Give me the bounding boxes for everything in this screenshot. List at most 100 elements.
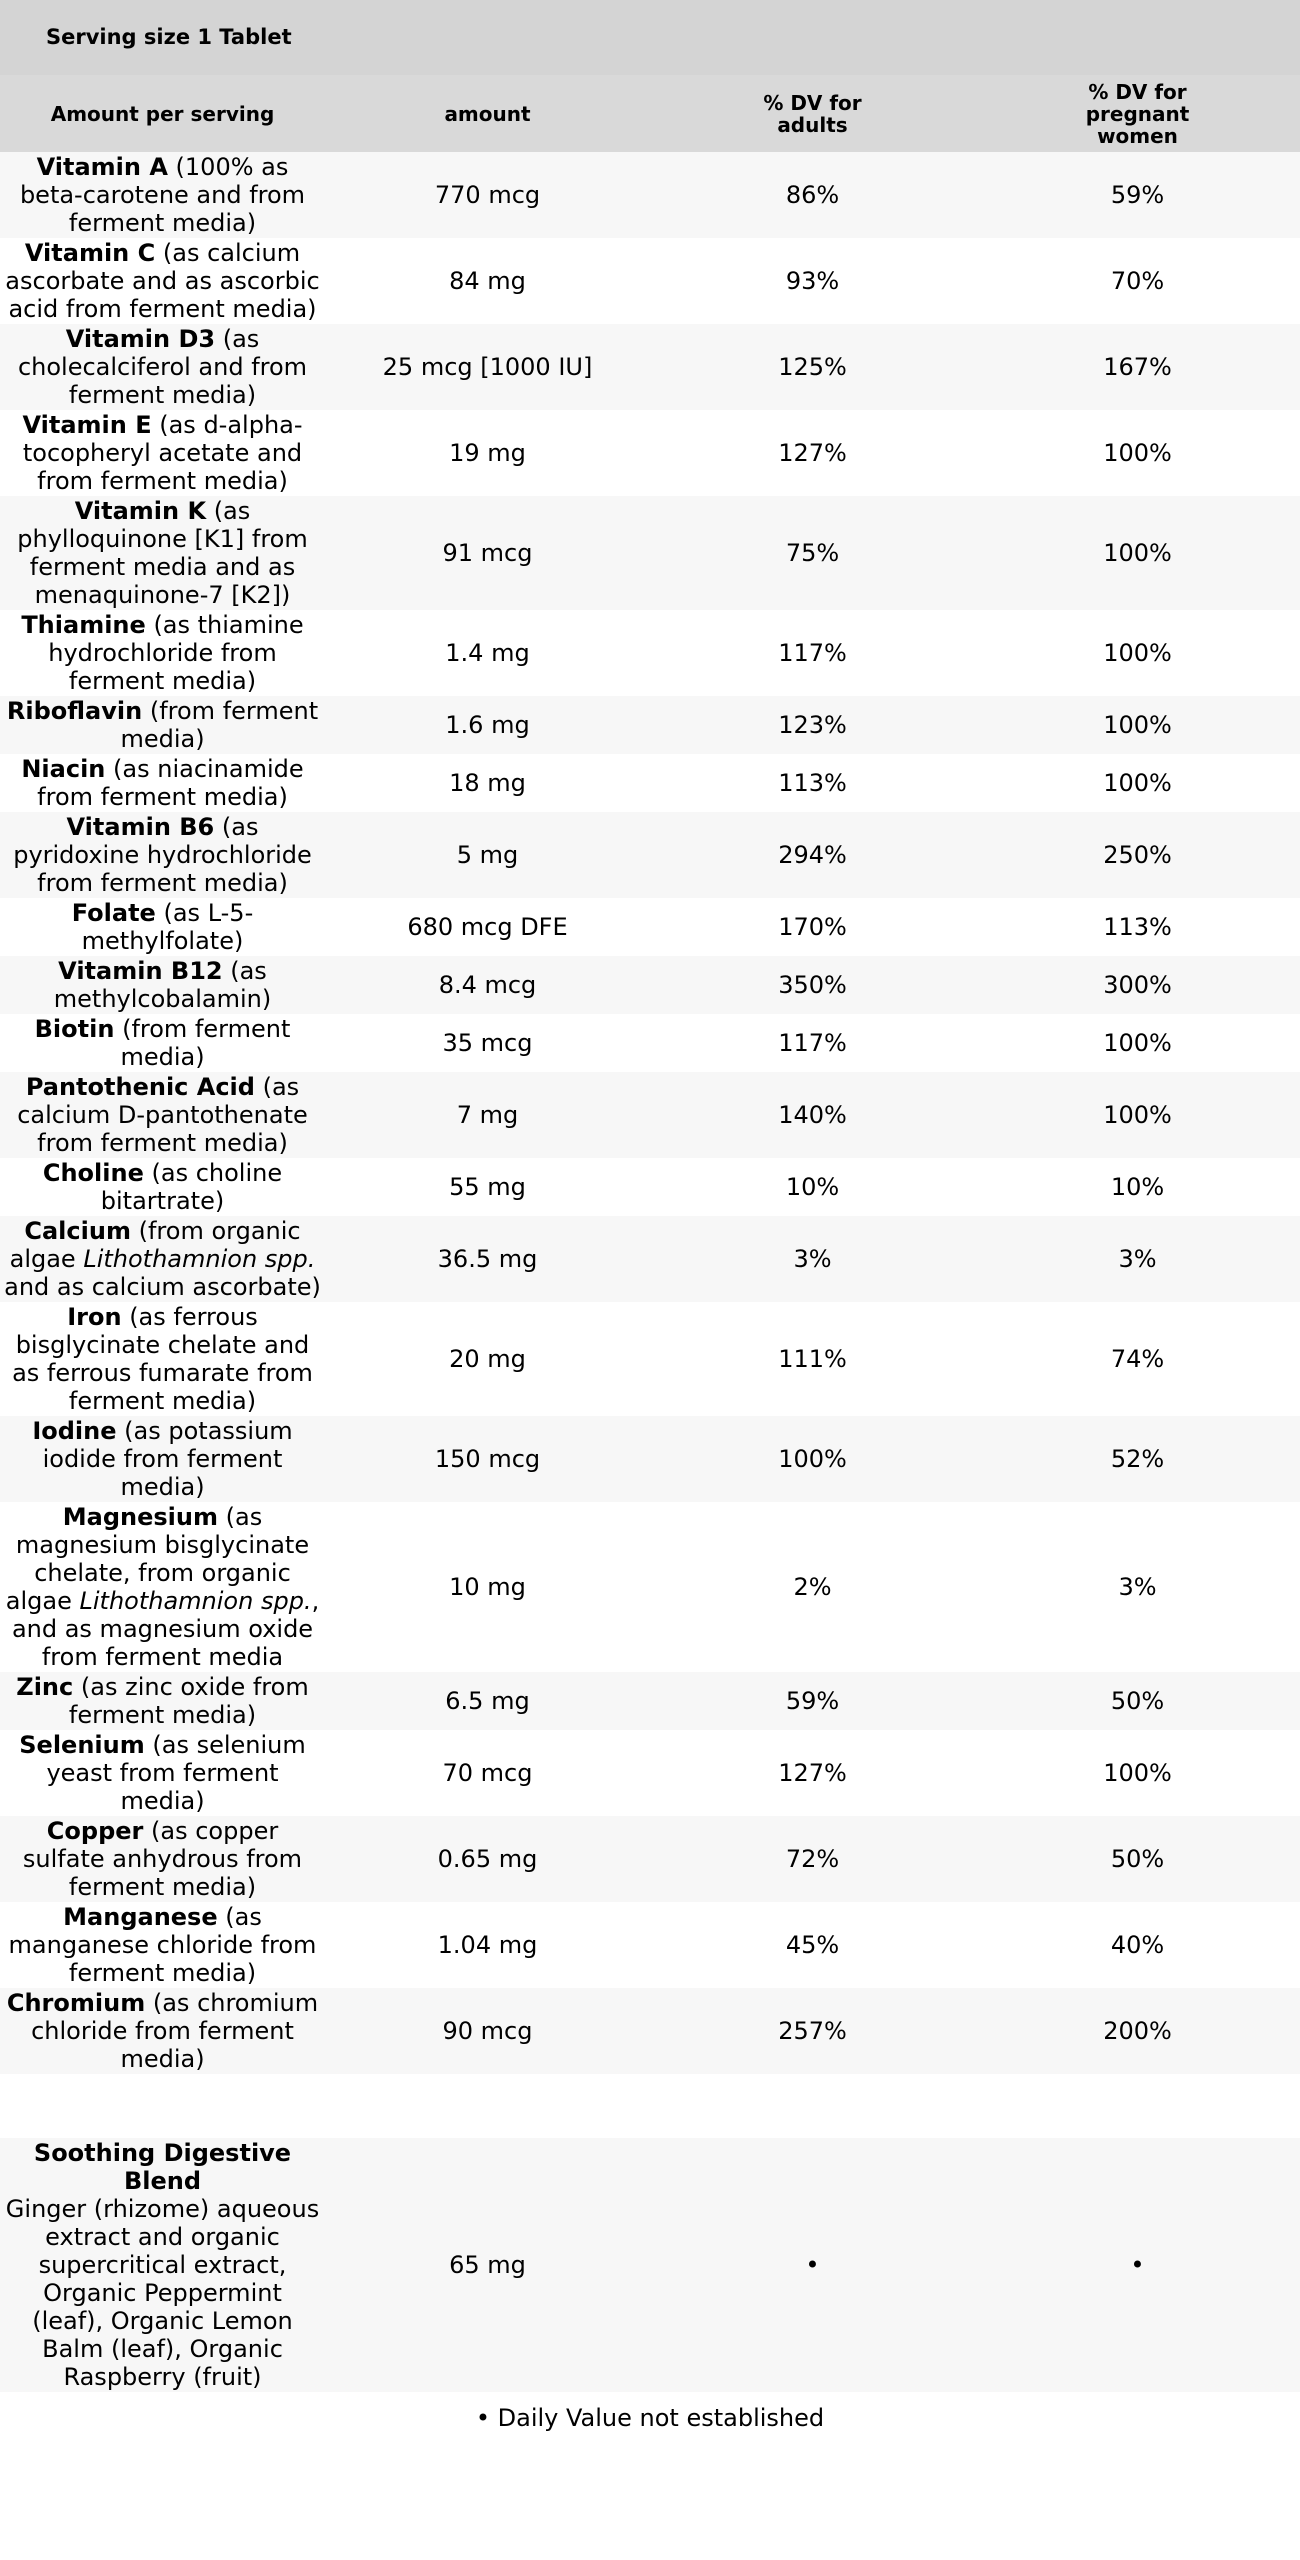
nutrient-description: (as phylloquinone [K1] from ferment medi… [17,497,308,609]
nutrient-cell: Vitamin A (100% as beta-carotene and fro… [0,152,325,238]
nutrient-cell: Zinc (as zinc oxide from ferment media) [0,1672,325,1730]
nutrient-description: Lithothamnion spp. [79,1587,312,1615]
nutrient-description: (as ferrous bisglycinate chelate and as … [12,1303,313,1415]
amount: 7 mg [325,1072,650,1158]
nutrient-row: Vitamin K (as phylloquinone [K1] from fe… [0,496,1300,610]
nutrient-cell: Folate (as L-5-methylfolate) [0,898,325,956]
dv-pregnant: 70% [1110,267,1165,295]
nutrient-name: Zinc [16,1673,74,1701]
dv-adults: 117% [778,639,847,667]
dv-pregnant: 100% [975,496,1300,610]
spacer-row [0,2074,1300,2138]
dv-adults: 10% [785,1173,840,1201]
dv-pregnant: 100% [1103,769,1172,797]
nutrient-description: (100% as beta-carotene and from ferment … [19,153,306,237]
nutrient-row: Pantothenic Acid (as calcium D-pantothen… [0,1072,1300,1158]
nutrient-description: (as calcium D-pantothenate from ferment … [17,1073,308,1157]
dv-pregnant: 74% [1110,1345,1165,1373]
dv-pregnant: 300% [975,956,1300,1014]
dv-adults: 111% [778,1345,847,1373]
dv-adults: 127% [778,439,847,467]
nutrient-description: (as manganese chloride from ferment medi… [8,1903,317,1987]
nutrient-name: Manganese [63,1903,218,1931]
nutrient-row: Manganese (as manganese chloride from fe… [0,1902,1300,1988]
header-text: % DV for pregnant women [1085,79,1190,148]
column-header: amount [325,75,650,152]
nutrient-cell: Vitamin C (as calcium ascorbate and as a… [0,238,325,324]
nutrient-description: (as niacinamide from ferment media) [37,755,304,811]
dv-adults: 100% [650,1416,975,1502]
amount: 55 mg [449,1173,526,1201]
nutrient-name: Vitamin C [24,239,156,267]
amount: 19 mg [449,439,526,467]
nutrient-cell: Pantothenic Acid (as calcium D-pantothen… [0,1072,325,1158]
nutrient-name: Pantothenic Acid [25,1073,255,1101]
dv-adults: • [650,2138,975,2392]
dv-pregnant: 3% [975,1216,1300,1302]
amount: 18 mg [449,769,526,797]
blend-description: Ginger (rhizome) aqueous extract and org… [5,2195,320,2391]
dv-adults: 125% [650,324,975,410]
dv-pregnant: 100% [975,1072,1300,1158]
nutrient-description: Lithothamnion spp. [83,1245,316,1273]
nutrient-row: Magnesium (as magnesium bisglycinate che… [0,1502,1300,1672]
nutrient-description: (as methylcobalamin) [53,957,272,1013]
nutrient-description: (as zinc oxide from ferment media) [68,1673,309,1729]
nutrient-row: Biotin (from ferment media) 35 mcg 117% 100… [0,1014,1300,1072]
nutrient-cell: Biotin (from ferment media) [0,1014,325,1072]
nutrient-description: (as L-5-methylfolate) [81,899,254,955]
dv-pregnant: 100% [1103,639,1172,667]
nutrient-description: (as thiamine hydrochloride from ferment … [48,611,304,695]
nutrient-name: Thiamine [21,611,146,639]
dv-adults: 170% [778,913,847,941]
nutrient-row: Iodine (as potassium iodide from ferment… [0,1416,1300,1502]
dv-adults: 86% [650,152,975,238]
nutrient-cell: Niacin (as niacinamide from ferment medi… [0,754,325,812]
nutrient-row: Vitamin B12 (as methylcobalamin) 8.4 mcg 3… [0,956,1300,1014]
amount: 8.4 mcg [325,956,650,1014]
dv-adults: 294% [650,812,975,898]
amount: 6.5 mg [325,1672,650,1730]
amount: 10 mg [449,1573,526,1601]
nutrient-cell: Vitamin B6 (as pyridoxine hydrochloride … [0,812,325,898]
dv-adults: 117% [778,1029,847,1057]
nutrient-cell: Riboflavin (from ferment media) [0,696,325,754]
amount: 90 mcg [325,1988,650,2074]
nutrient-row: Choline (as choline bitartrate) 55 mg 10% 1… [0,1158,1300,1216]
nutrient-row: Vitamin D3 (as cholecalciferol and from … [0,324,1300,410]
column-header: Amount per serving [0,75,325,152]
amount: 5 mg [325,812,650,898]
nutrient-cell: Selenium (as selenium yeast from ferment… [0,1730,325,1816]
nutrient-description: (as magnesium bisglycinate chelate, from… [5,1503,310,1615]
dv-pregnant: • [975,2138,1300,2392]
nutrient-cell: Choline (as choline bitartrate) [0,1158,325,1216]
nutrient-name: Folate [71,899,156,927]
nutrient-row: Calcium (from organic algae Lithothamnio… [0,1216,1300,1302]
nutrient-description: (as copper sulfate anhydrous from fermen… [22,1817,303,1901]
nutrient-cell: Iron (as ferrous bisglycinate chelate an… [0,1302,325,1416]
amount: 1.04 mg [437,1931,538,1959]
nutrient-cell: Copper (as copper sulfate anhydrous from… [0,1816,325,1902]
nutrient-cell: Iodine (as potassium iodide from ferment… [0,1416,325,1502]
nutrient-name: Vitamin K [74,497,207,525]
nutrient-row: Riboflavin (from ferment media) 1.6 mg 123… [0,696,1300,754]
dv-adults: 123% [650,696,975,754]
nutrient-description: (as choline bitartrate) [100,1159,283,1215]
nutrient-cell: Magnesium (as magnesium bisglycinate che… [0,1502,325,1672]
nutrient-row: Vitamin E (as d-alpha-tocopheryl acetate… [0,410,1300,496]
nutrient-description: (as calcium ascorbate and as ascorbic ac… [5,239,320,323]
amount: 84 mg [449,267,526,295]
nutrient-description: , and as magnesium oxide from ferment me… [11,1587,320,1671]
nutrient-name: Vitamin B12 [58,957,223,985]
nutrition-table: Amount per serving amount % DV for adults%… [0,75,1300,2392]
dv-pregnant: 52% [975,1416,1300,1502]
dv-pregnant: 10% [1110,1173,1165,1201]
amount: 150 mcg [325,1416,650,1502]
footnote: • Daily Value not established [475,2404,825,2432]
nutrient-cell: Calcium (from organic algae Lithothamnio… [0,1216,325,1302]
dv-pregnant: 200% [975,1988,1300,2074]
dv-pregnant: 100% [975,696,1300,754]
dv-adults: 93% [785,267,840,295]
dv-adults: 45% [785,1931,840,1959]
